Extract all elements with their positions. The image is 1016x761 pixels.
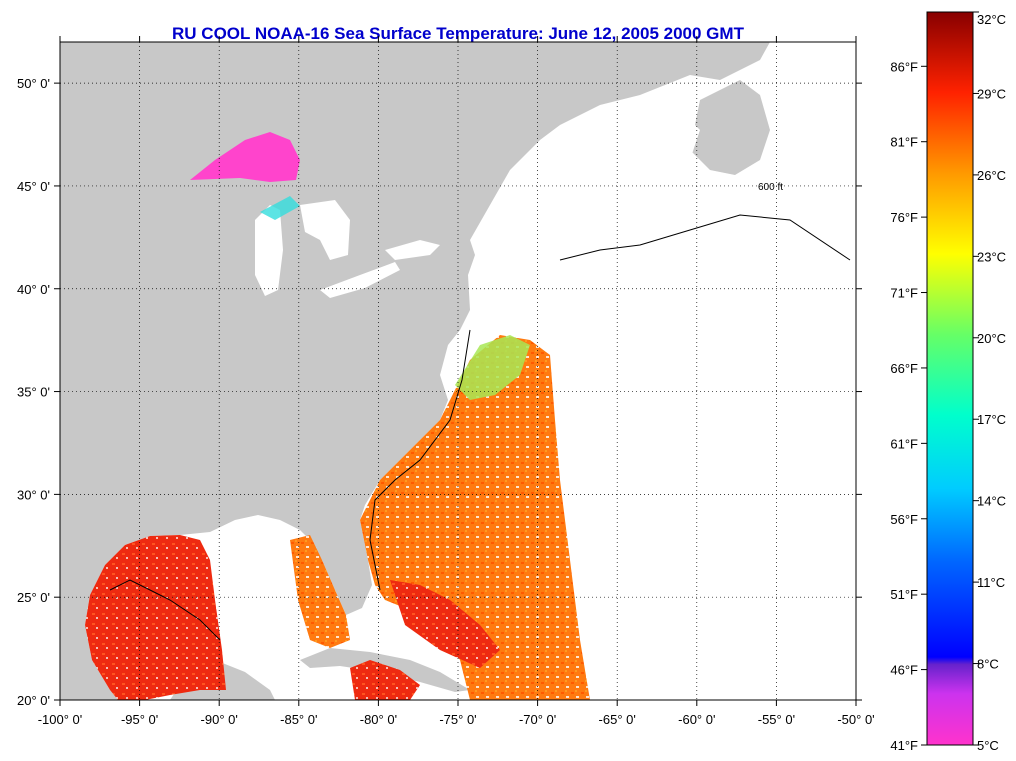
colorbar-label-celsius: 23°C <box>977 249 1006 264</box>
colorbar-label-fahrenheit: 81°F <box>890 135 918 150</box>
lat-tick-label: 35° 0' <box>17 385 50 400</box>
contour-600ft <box>109 214 851 641</box>
lat-tick-label: 50° 0' <box>17 76 50 91</box>
lat-tick-label: 40° 0' <box>17 282 50 297</box>
lon-tick-label: -65° 0' <box>599 712 636 727</box>
axis-ticks: -100° 0' -95° 0' -90° 0' -85° 0' -80° 0' -75°… <box>17 36 875 727</box>
colorbar-label-celsius: 26°C <box>977 168 1006 183</box>
sst-gulf-west <box>85 535 226 700</box>
colorbar-label-fahrenheit: 51°F <box>890 587 918 602</box>
lat-tick-label: 30° 0' <box>17 487 50 502</box>
lake-superior <box>190 132 300 182</box>
lat-tick-label: 25° 0' <box>17 590 50 605</box>
lat-tick-label: 20° 0' <box>17 693 50 708</box>
colorbar-label-fahrenheit: 66°F <box>890 361 918 376</box>
lon-tick-label: -90° 0' <box>201 712 238 727</box>
lon-tick-label: -80° 0' <box>360 712 397 727</box>
map-title: RU COOL NOAA-16 Sea Surface Temperature:… <box>172 24 744 43</box>
sst-caribbean <box>350 660 420 700</box>
colorbar-label-celsius: 17°C <box>977 412 1006 427</box>
lon-tick-label: -55° 0' <box>758 712 795 727</box>
colorbar-label-celsius: 11°C <box>977 575 1005 590</box>
colorbar-label-celsius: 29°C <box>977 86 1006 101</box>
colorbar-label-fahrenheit: 46°F <box>890 663 918 678</box>
colorbar-label-celsius: 8°C <box>977 657 999 672</box>
lake-huron-cyan <box>260 196 300 220</box>
lat-lon-grid <box>60 42 856 700</box>
lon-tick-label: -60° 0' <box>678 712 715 727</box>
gulf-st-lawrence <box>560 110 700 175</box>
colorbar-label-celsius: 20°C <box>977 331 1006 346</box>
lon-tick-label: -70° 0' <box>519 712 556 727</box>
lon-tick-label: -100° 0' <box>38 712 83 727</box>
lon-tick-label: -95° 0' <box>121 712 158 727</box>
colorbar-labels: 32°C 29°C 26°C 23°C 20°C 17°C 14°C 11°C 8°C 5°C 86… <box>890 11 1006 753</box>
lake-ontario <box>385 240 440 260</box>
colorbar-label-fahrenheit: 71°F <box>890 286 918 301</box>
lake-huron <box>300 200 350 260</box>
colorbar-label-celsius: 14°C <box>977 494 1006 509</box>
colorbar-label-fahrenheit: 41°F <box>890 738 918 753</box>
sst-gulf-east <box>290 535 350 648</box>
colorbar <box>926 11 974 746</box>
colorbar-label-fahrenheit: 86°F <box>890 59 918 74</box>
colorbar-label-fahrenheit: 56°F <box>890 512 918 527</box>
sst-atlantic-cool <box>455 335 530 400</box>
land-north-america <box>60 42 770 700</box>
contour-label: 600 ft <box>758 182 783 193</box>
lon-tick-label: -85° 0' <box>280 712 317 727</box>
colorbar-label-fahrenheit: 61°F <box>890 436 918 451</box>
lat-tick-label: 45° 0' <box>17 179 50 194</box>
lon-tick-label: -50° 0' <box>837 712 874 727</box>
sst-bahamas-red <box>390 580 500 668</box>
land-maritimes <box>690 80 770 175</box>
lon-tick-label: -75° 0' <box>439 712 476 727</box>
lake-michigan <box>255 205 283 296</box>
colorbar-label-celsius: 5°C <box>977 738 999 753</box>
colorbar-label-celsius: 32°C <box>977 12 1006 27</box>
colorbar-label-fahrenheit: 76°F <box>890 210 918 225</box>
